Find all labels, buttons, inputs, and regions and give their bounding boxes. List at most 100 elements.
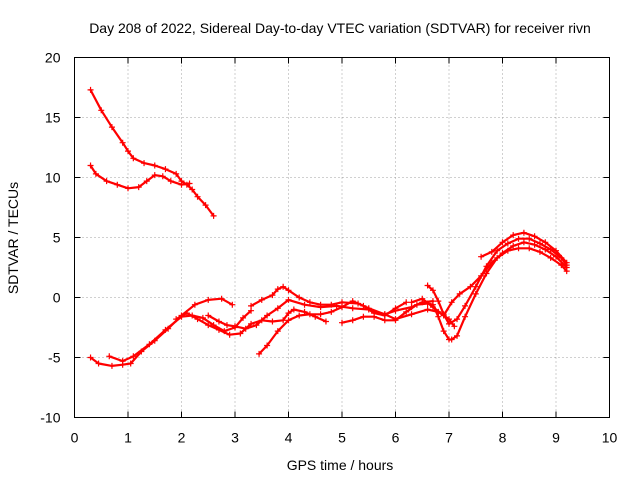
series-arc-l <box>478 229 570 266</box>
x-tick-label: 5 <box>338 430 346 446</box>
data-point <box>106 353 113 360</box>
data-point <box>547 254 554 261</box>
data-point <box>92 170 99 177</box>
x-tick-label: 6 <box>392 430 400 446</box>
y-tick-label: 10 <box>45 170 61 186</box>
data-point <box>274 328 281 335</box>
data-point <box>531 233 538 240</box>
data-point <box>515 235 522 242</box>
data-point <box>269 292 276 299</box>
data-point <box>333 302 340 309</box>
x-tick-label: 8 <box>499 430 507 446</box>
data-point <box>454 316 461 323</box>
data-point <box>306 299 313 306</box>
data-point <box>151 162 158 169</box>
data-point <box>146 341 153 348</box>
data-point <box>285 317 292 324</box>
data-point <box>435 313 442 320</box>
data-point <box>141 160 148 167</box>
data-point <box>229 301 236 308</box>
y-tick-label: 5 <box>53 230 61 246</box>
data-point <box>440 328 447 335</box>
data-point <box>264 342 271 349</box>
data-point <box>322 318 329 325</box>
data-point <box>274 286 281 293</box>
data-point <box>456 290 463 297</box>
data-point <box>194 193 201 200</box>
data-point <box>125 148 131 155</box>
data-point <box>448 336 455 343</box>
data-point <box>440 312 447 319</box>
data-point <box>280 317 287 324</box>
data-point <box>256 350 263 357</box>
data-point <box>542 239 549 246</box>
data-point <box>478 253 485 260</box>
data-point <box>301 301 308 308</box>
data-point <box>186 180 193 187</box>
y-tick-label: 15 <box>45 110 61 126</box>
data-point <box>95 360 102 367</box>
data-point <box>462 313 469 320</box>
data-point <box>499 239 506 246</box>
data-point <box>317 304 324 311</box>
data-point <box>536 248 543 255</box>
data-point <box>242 325 249 332</box>
y-tick-label: -10 <box>40 410 60 426</box>
x-tick-label: 4 <box>285 430 293 446</box>
series-arc-i <box>339 245 570 343</box>
data-point <box>87 162 94 169</box>
data-point <box>274 305 281 312</box>
data-point <box>194 316 201 323</box>
data-point <box>210 212 217 219</box>
chart-title: Day 208 of 2022, Sidereal Day-to-day VTE… <box>89 20 591 36</box>
data-point <box>162 326 169 333</box>
data-point <box>215 318 222 325</box>
data-point <box>381 311 388 318</box>
data-point <box>429 304 436 311</box>
data-point <box>205 322 212 329</box>
data-point <box>542 246 549 253</box>
data-point <box>151 172 158 179</box>
data-point <box>454 332 461 339</box>
data-point <box>381 317 388 324</box>
data-point <box>408 311 415 318</box>
data-point <box>237 330 244 337</box>
data-point <box>429 287 436 294</box>
data-point <box>218 295 225 302</box>
data-point <box>162 166 169 173</box>
data-point <box>199 314 206 321</box>
data-point <box>130 155 137 162</box>
data-point <box>103 178 110 185</box>
series-line <box>258 300 408 355</box>
y-tick-label: 20 <box>45 50 61 66</box>
data-point <box>526 245 533 252</box>
data-point <box>306 311 313 318</box>
data-point <box>510 232 517 239</box>
data-point <box>87 354 94 361</box>
data-point <box>87 86 94 93</box>
series-arc-f <box>256 298 410 357</box>
x-axis-label: GPS time / hours <box>287 457 394 473</box>
data-point <box>403 299 410 306</box>
data-point <box>285 310 292 317</box>
series-arc-b <box>87 162 193 192</box>
series-arc-a <box>87 86 217 219</box>
series-line <box>410 241 568 317</box>
data-point <box>232 323 238 330</box>
data-point <box>127 360 134 367</box>
y-tick-label: 0 <box>53 290 61 306</box>
data-point <box>173 316 180 323</box>
data-point <box>467 283 474 290</box>
data-point <box>472 290 479 297</box>
data-point <box>202 202 209 209</box>
data-point <box>365 306 372 313</box>
x-tick-label: 10 <box>602 430 618 446</box>
data-point <box>119 139 126 146</box>
data-point <box>413 301 420 308</box>
y-tick-label: -5 <box>48 350 61 366</box>
data-point <box>258 296 265 303</box>
data-point <box>536 240 543 247</box>
data-point <box>189 186 196 193</box>
series-arc-k <box>408 239 570 319</box>
